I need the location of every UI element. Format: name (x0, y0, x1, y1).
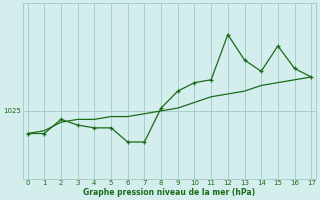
X-axis label: Graphe pression niveau de la mer (hPa): Graphe pression niveau de la mer (hPa) (84, 188, 255, 197)
